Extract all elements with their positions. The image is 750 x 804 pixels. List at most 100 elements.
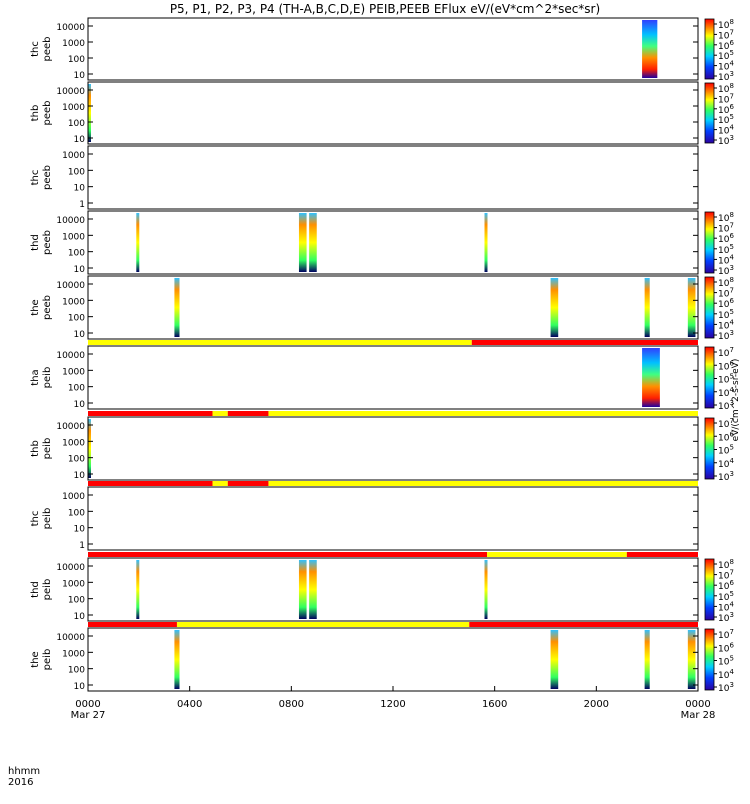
- colorbar: [704, 276, 715, 339]
- data-burst: [687, 278, 696, 337]
- colorbar: [704, 417, 715, 480]
- plot-background: [88, 211, 698, 274]
- panel-probe-label: thc: [30, 170, 41, 186]
- y-tick-label: 10: [74, 471, 86, 481]
- mode-bar-segment: [268, 481, 698, 486]
- panel-species-label: peeb: [42, 37, 53, 62]
- data-burst: [298, 560, 307, 619]
- mode-bar-segment: [268, 411, 698, 416]
- time-axis-label-hhmm: hhmm: [8, 766, 40, 777]
- panel-probe-label: the: [30, 299, 41, 315]
- mode-bar-segment: [212, 481, 228, 486]
- colorbar-tick-label: 106: [718, 359, 734, 372]
- plot-frame: [87, 345, 699, 410]
- panel-probe-label: thb: [30, 105, 41, 122]
- colorbar-tick-label: 107: [718, 628, 734, 641]
- y-tick-label: 1000: [62, 367, 85, 377]
- colorbar-tick-label: 104: [718, 668, 734, 681]
- y-tick-label: 1000: [62, 649, 85, 659]
- colorbar-tick-label: 105: [718, 243, 734, 256]
- mode-bar-segment: [212, 411, 228, 416]
- colorbar-tick-label: 105: [718, 373, 734, 386]
- data-burst: [484, 560, 488, 619]
- y-tick-label: 100: [68, 314, 85, 324]
- mode-bar-segment: [176, 622, 470, 627]
- mode-bar-segment: [227, 481, 269, 486]
- colorbar-tick-label: 106: [718, 39, 734, 52]
- colorbar-tick-label: 104: [718, 60, 734, 73]
- colorbar-units-label: eV/(cm^2-s-sr-eV): [731, 359, 741, 442]
- plot-background: [88, 18, 698, 80]
- y-tick-label: 10: [74, 330, 86, 340]
- y-tick-label: 1000: [62, 438, 85, 448]
- panel-probe-label: tha: [30, 369, 41, 385]
- y-tick-label: 10: [74, 682, 86, 692]
- data-burst: [644, 278, 650, 337]
- data-burst: [88, 84, 91, 142]
- panel-species-label: peeb: [42, 165, 53, 190]
- plot-frame: [87, 210, 699, 275]
- data-burst: [298, 213, 307, 272]
- y-tick-label: 1000: [62, 579, 85, 589]
- y-tick-label: 100: [68, 455, 85, 465]
- colorbar-tick-label: 103: [718, 681, 734, 694]
- mode-bar-segment: [88, 411, 213, 416]
- plot-frame: [87, 486, 699, 551]
- colorbar-tick-label: 103: [718, 329, 734, 342]
- colorbar-tick-label: 106: [718, 641, 734, 654]
- mode-bar-segment: [626, 552, 698, 557]
- y-tick-label: 10000: [56, 351, 85, 361]
- plot-frame: [87, 557, 699, 622]
- colorbar: [704, 82, 715, 144]
- panel-species-label: peeb: [42, 295, 53, 320]
- y-tick-label: 10: [74, 71, 86, 81]
- y-tick-label: 10: [74, 612, 86, 622]
- colorbar-tick-label: 104: [718, 124, 734, 137]
- y-tick-label: 100: [68, 167, 85, 177]
- data-burst: [642, 348, 660, 407]
- data-burst: [309, 560, 317, 619]
- panel-probe-label: thd: [30, 234, 41, 251]
- colorbar-tick-label: 107: [718, 569, 734, 582]
- mode-bar-segment: [88, 481, 213, 486]
- colorbar: [704, 346, 715, 409]
- y-tick-label: 100: [68, 666, 85, 676]
- data-burst: [644, 630, 650, 689]
- colorbar-tick-label: 104: [718, 253, 734, 266]
- y-tick-label: 10: [74, 400, 86, 410]
- panel-probe-label: the: [30, 651, 41, 667]
- time-tick-label: 2000: [584, 699, 609, 710]
- colorbar-tick-label: 108: [718, 82, 734, 95]
- colorbar-tick-label: 103: [718, 70, 734, 83]
- colorbar-tick-label: 105: [718, 113, 734, 126]
- panel-probe-label: thd: [30, 581, 41, 598]
- colorbar-tick-label: 107: [718, 417, 734, 430]
- data-burst: [88, 419, 91, 478]
- panel-species-label: peeb: [42, 101, 53, 126]
- data-burst: [550, 630, 559, 689]
- colorbar: [704, 211, 715, 274]
- plot-background: [88, 146, 698, 209]
- colorbar-tick-label: 107: [718, 346, 734, 359]
- plot-background: [88, 346, 698, 409]
- mode-bar-segment: [88, 552, 488, 557]
- panel-species-label: peib: [42, 367, 53, 389]
- time-tick-label: 0000: [685, 699, 710, 710]
- data-burst: [687, 630, 696, 689]
- y-tick-label: 1000: [62, 492, 85, 502]
- y-tick-label: 1: [79, 200, 85, 210]
- data-burst: [174, 278, 180, 337]
- plot-frame: [87, 145, 699, 210]
- plot-frame: [87, 275, 699, 340]
- plot-background: [88, 417, 698, 480]
- y-tick-label: 10000: [56, 23, 85, 33]
- colorbar-tick-label: 104: [718, 318, 734, 331]
- y-tick-label: 10: [74, 265, 86, 275]
- y-tick-label: 1000: [62, 103, 85, 113]
